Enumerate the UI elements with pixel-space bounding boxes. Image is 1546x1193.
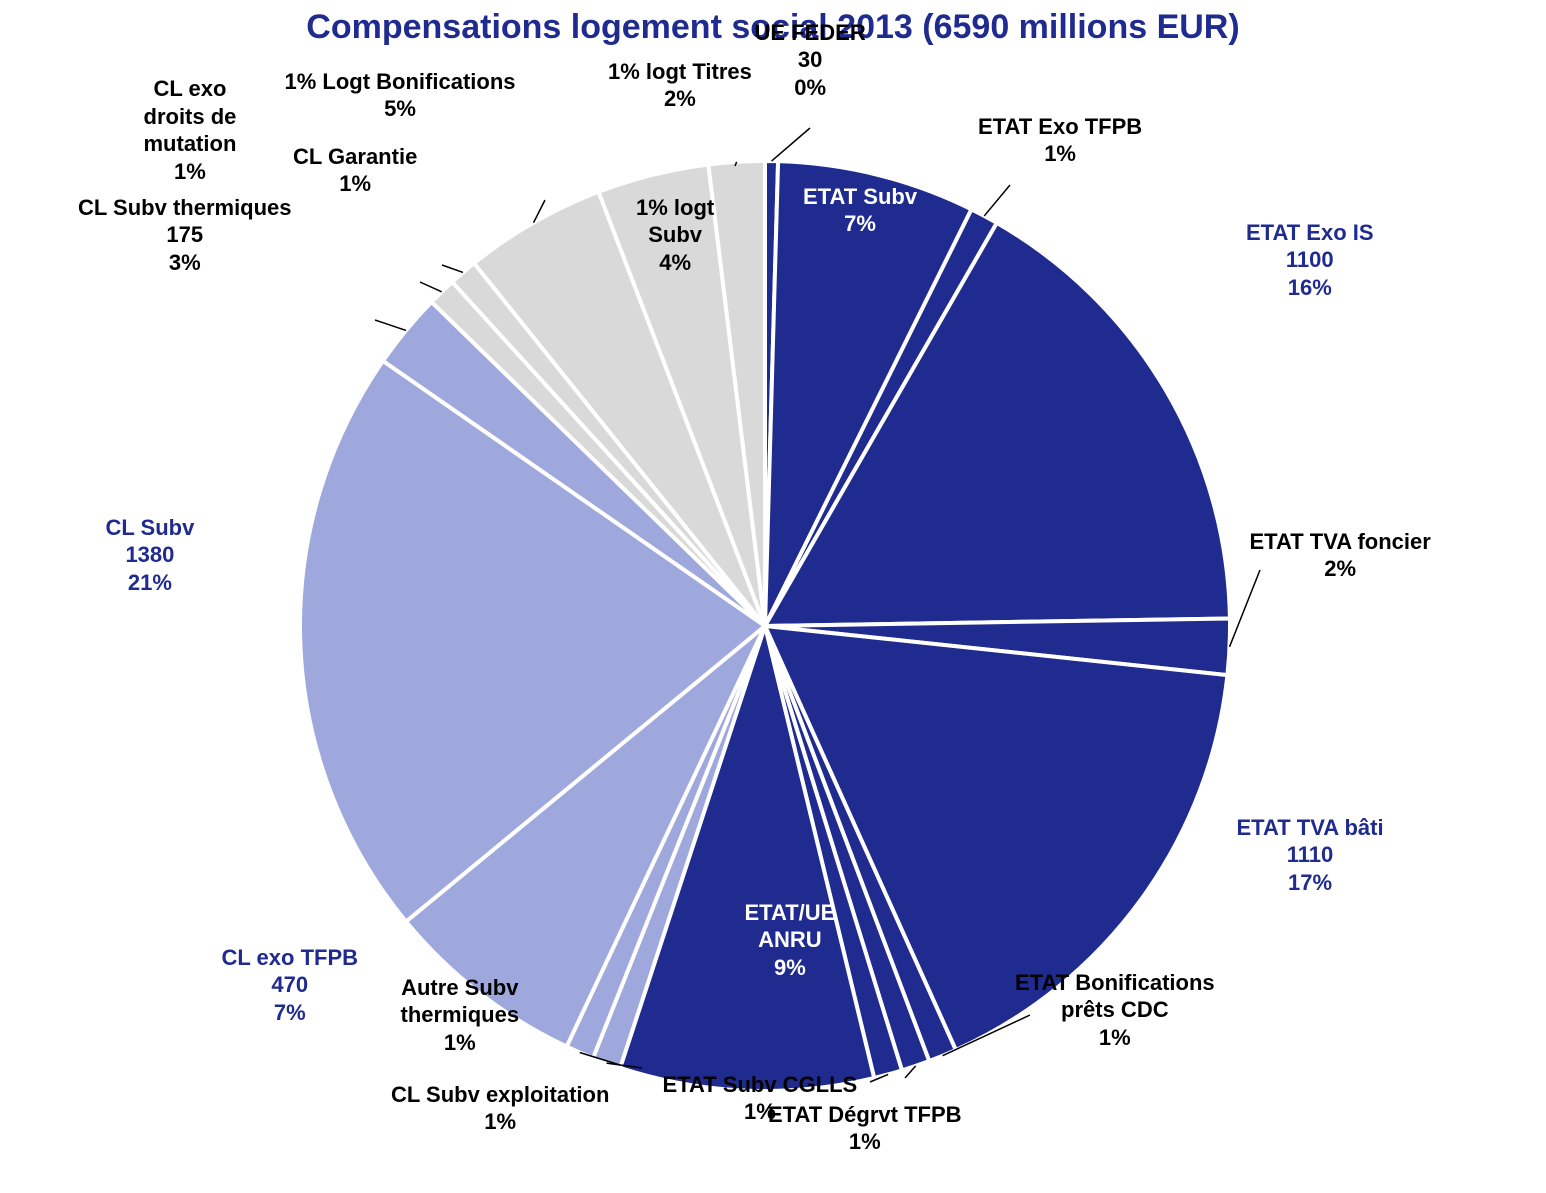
slice-label: CL Subv exploitation 1%: [391, 1081, 609, 1136]
slice-label: UE FEDER 30 0%: [755, 19, 866, 102]
slice-label: ETAT Bonifications prêts CDC 1%: [1015, 969, 1215, 1052]
slice-label: Autre Subv thermiques 1%: [401, 974, 520, 1057]
slice-label: ETAT TVA bâti 1110 17%: [1237, 814, 1384, 897]
slice-label: ETAT Subv 7%: [803, 183, 917, 238]
slice-label: CL Subv 1380 21%: [106, 514, 195, 597]
slice-label: CL exo TFPB 470 7%: [222, 944, 359, 1027]
slice-label: ETAT/UE ANRU 9%: [745, 899, 836, 982]
slice-label: 1% logt Subv 4%: [636, 194, 714, 277]
slice-label: ETAT Exo IS 1100 16%: [1246, 219, 1374, 302]
slice-label: CL Garantie 1%: [293, 143, 417, 198]
slice-label: 1% Logt Bonifications 5%: [285, 68, 516, 123]
slice-label: ETAT Exo TFPB 1%: [978, 113, 1142, 168]
slice-label: CL Subv thermiques 175 3%: [78, 194, 292, 277]
slice-label: ETAT Subv CGLLS 1%: [663, 1071, 858, 1126]
slice-label: ETAT TVA foncier 2%: [1250, 528, 1431, 583]
slice-label: CL exo droits de mutation 1%: [144, 75, 237, 185]
slice-label: 1% logt Titres 2%: [608, 58, 752, 113]
